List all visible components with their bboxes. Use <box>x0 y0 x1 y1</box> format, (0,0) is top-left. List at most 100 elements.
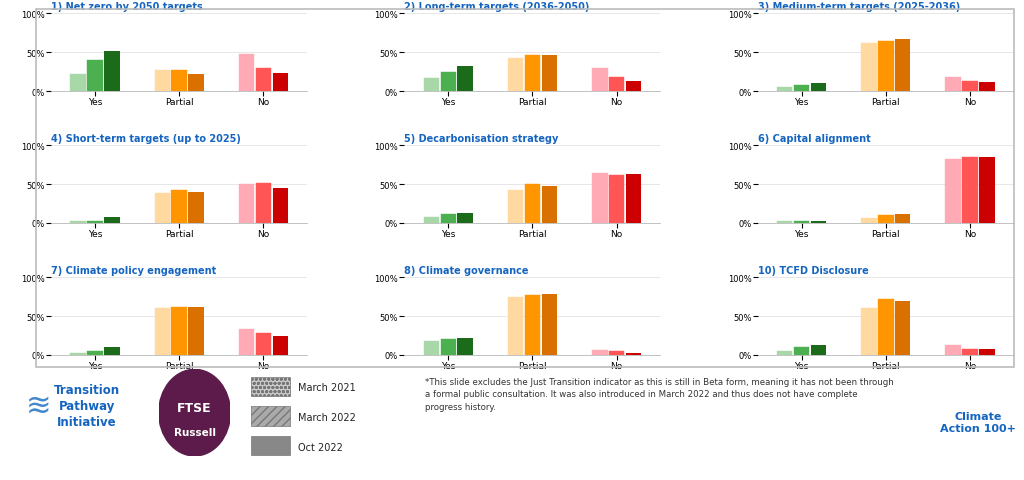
Text: 8) Climate governance: 8) Climate governance <box>404 265 529 276</box>
Bar <box>979 83 994 92</box>
Bar <box>811 345 826 355</box>
Bar <box>256 183 271 224</box>
Bar <box>440 214 456 224</box>
Bar <box>171 307 187 355</box>
Bar <box>171 191 187 224</box>
Bar <box>71 354 86 355</box>
Text: Transition
Pathway
Initiative: Transition Pathway Initiative <box>54 383 120 428</box>
Bar <box>104 51 120 92</box>
Bar <box>508 191 523 224</box>
Text: FTSE: FTSE <box>177 401 212 414</box>
Text: 7) Climate policy engagement: 7) Climate policy engagement <box>51 265 216 276</box>
Bar <box>71 75 86 92</box>
Bar <box>155 309 170 355</box>
Bar <box>440 340 456 355</box>
Text: ≋: ≋ <box>27 391 51 420</box>
Bar <box>878 41 894 92</box>
Bar <box>945 345 961 355</box>
Bar <box>777 222 793 224</box>
Bar <box>945 159 961 224</box>
Bar <box>895 40 910 92</box>
Bar <box>424 79 439 92</box>
Bar <box>508 59 523 92</box>
Text: Oct 2022: Oct 2022 <box>298 442 343 452</box>
Bar <box>626 82 641 92</box>
Bar <box>963 158 978 224</box>
Bar <box>424 217 439 224</box>
Bar <box>188 307 204 355</box>
Bar <box>458 338 473 355</box>
Bar <box>979 158 994 224</box>
Bar <box>239 55 254 92</box>
Bar <box>963 82 978 92</box>
Bar <box>963 349 978 355</box>
Bar <box>979 349 994 355</box>
Bar <box>861 309 877 355</box>
Bar <box>239 330 254 355</box>
Bar <box>592 69 607 92</box>
Bar <box>861 44 877 92</box>
Bar <box>794 85 809 92</box>
Bar <box>458 67 473 92</box>
Bar <box>272 189 288 224</box>
Bar <box>188 192 204 224</box>
Bar <box>777 88 793 92</box>
Bar <box>104 348 120 355</box>
Text: Climate
Action 100+: Climate Action 100+ <box>940 411 1016 433</box>
Bar <box>71 222 86 224</box>
Bar <box>945 78 961 92</box>
Bar <box>592 350 607 355</box>
Text: 2) Long-term targets (2036-2050): 2) Long-term targets (2036-2050) <box>404 2 590 12</box>
Text: 6) Capital alignment: 6) Capital alignment <box>758 134 870 144</box>
Bar <box>272 336 288 355</box>
Bar <box>239 185 254 224</box>
Text: 3) Medium-term targets (2025-2036): 3) Medium-term targets (2025-2036) <box>758 2 961 12</box>
Bar <box>895 214 910 224</box>
Bar <box>171 71 187 92</box>
Bar <box>87 61 102 92</box>
Bar <box>609 351 625 355</box>
Bar <box>542 295 557 355</box>
Bar <box>155 194 170 224</box>
Bar <box>155 71 170 92</box>
Bar <box>87 221 102 224</box>
Text: 1) Net zero by 2050 targets: 1) Net zero by 2050 targets <box>51 2 203 12</box>
Bar <box>609 78 625 92</box>
Text: March 2021: March 2021 <box>298 383 355 392</box>
Bar <box>794 222 809 224</box>
Bar <box>811 84 826 92</box>
Bar <box>542 56 557 92</box>
Bar <box>794 348 809 355</box>
Bar <box>609 176 625 224</box>
Bar <box>878 300 894 355</box>
Bar <box>458 214 473 224</box>
Bar <box>895 301 910 355</box>
Bar <box>424 341 439 355</box>
Bar <box>861 218 877 224</box>
Bar <box>256 334 271 355</box>
Bar <box>272 74 288 92</box>
Bar <box>626 353 641 355</box>
Bar <box>626 175 641 224</box>
Bar <box>592 173 607 224</box>
Bar <box>104 217 120 224</box>
Bar <box>508 297 523 355</box>
Bar <box>878 216 894 224</box>
Bar <box>440 72 456 92</box>
Text: 4) Short-term targets (up to 2025): 4) Short-term targets (up to 2025) <box>51 134 241 144</box>
Bar <box>256 69 271 92</box>
Bar <box>811 222 826 224</box>
Bar <box>524 185 541 224</box>
Bar <box>524 56 541 92</box>
Bar <box>87 351 102 355</box>
Bar <box>524 296 541 355</box>
Text: March 2022: March 2022 <box>298 412 356 422</box>
Bar <box>777 351 793 355</box>
Bar <box>188 75 204 92</box>
Bar <box>542 186 557 224</box>
Text: Russell: Russell <box>173 427 216 437</box>
Ellipse shape <box>159 370 230 456</box>
Text: *This slide excludes the Just Transition indicator as this is still in Beta form: *This slide excludes the Just Transition… <box>425 377 894 411</box>
Text: 10) TCFD Disclosure: 10) TCFD Disclosure <box>758 265 868 276</box>
Text: 5) Decarbonisation strategy: 5) Decarbonisation strategy <box>404 134 559 144</box>
